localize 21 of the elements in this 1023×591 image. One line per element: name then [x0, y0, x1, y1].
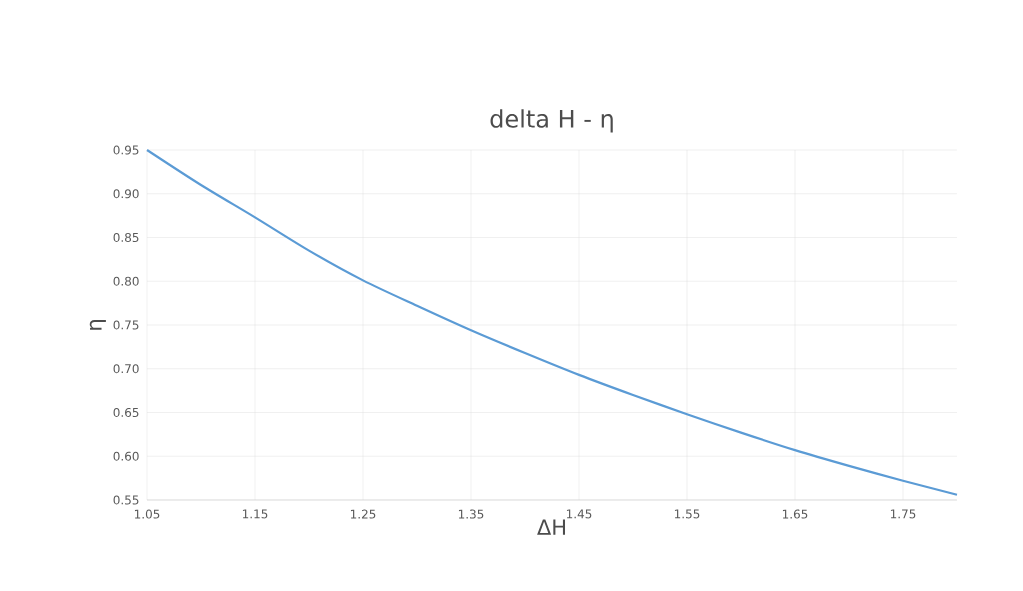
- y-axis-title: η: [89, 320, 106, 330]
- y-tick-label: 0.95: [113, 145, 139, 155]
- y-tick-label: 0.85: [113, 232, 139, 243]
- y-tick-label: 0.80: [113, 276, 139, 286]
- x-tick-label: 1.55: [674, 509, 700, 519]
- y-tick-label: 0.90: [113, 189, 139, 199]
- x-tick-label: 1.45: [566, 509, 592, 519]
- y-tick-label: 0.60: [113, 451, 139, 461]
- x-tick-label: 1.05: [134, 509, 160, 519]
- y-tick-label: 0.70: [113, 364, 139, 374]
- line-series: [145, 148, 959, 496]
- y-tick-label: 0.75: [113, 320, 139, 330]
- x-tick-label: 1.65: [782, 509, 808, 519]
- y-tick-label: 0.55: [113, 495, 139, 505]
- chart-title: delta H - η: [490, 109, 613, 133]
- x-axis-title: ΔH: [537, 519, 566, 535]
- x-tick-label: 1.75: [890, 509, 916, 519]
- x-tick-label: 1.15: [242, 509, 268, 519]
- y-tick-label: 0.65: [113, 407, 139, 418]
- x-tick-label: 1.35: [458, 509, 484, 519]
- x-tick-label: 1.25: [350, 509, 376, 519]
